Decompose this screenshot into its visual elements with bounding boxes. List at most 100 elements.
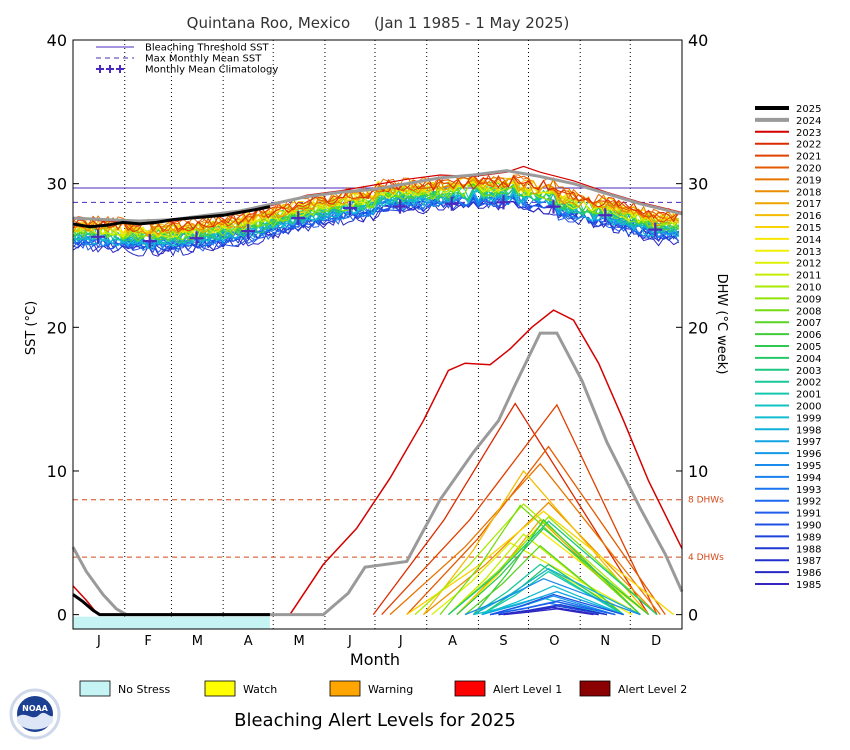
dhw-line-1999 — [481, 585, 624, 616]
dhw-line-2019 — [389, 462, 661, 616]
year-label: 1988 — [796, 544, 821, 555]
dhw-line-1991 — [489, 601, 616, 616]
month-tick-label: D — [651, 634, 661, 649]
dhw-line-2009 — [447, 515, 658, 616]
dhw-line-2003 — [447, 520, 658, 616]
year-label: 2003 — [796, 366, 821, 377]
year-label: 2017 — [796, 199, 821, 210]
plot-frame — [72, 39, 683, 630]
alert-swatch — [454, 680, 486, 697]
year-label: 1993 — [796, 485, 821, 496]
dhw-line-2016 — [422, 469, 650, 616]
y-tick-label-right: 30 — [688, 175, 708, 194]
year-label: 2010 — [796, 283, 821, 294]
dhw-line-1990 — [489, 593, 624, 616]
year-label: 1986 — [796, 568, 821, 579]
y-tick-label-right: 40 — [688, 31, 708, 50]
year-label: 2005 — [796, 342, 821, 353]
climatology-marker — [142, 234, 157, 249]
dhw-line-2006 — [472, 518, 641, 616]
climatology-marker — [393, 199, 408, 214]
year-label: 1985 — [796, 580, 821, 591]
alert-label: Watch — [243, 683, 277, 696]
climatology-marker — [291, 211, 306, 226]
y-tick-label-right: 10 — [688, 462, 708, 481]
x-axis-label: Month — [350, 650, 400, 669]
year-label: 2012 — [796, 259, 821, 270]
year-label: 2009 — [796, 294, 821, 305]
month-tick-label: N — [600, 634, 610, 649]
dhw-line-2004 — [481, 563, 624, 616]
month-tick-label: J — [347, 634, 352, 649]
month-tick-label: O — [549, 634, 559, 649]
year-label: 2025 — [796, 104, 821, 115]
dhw-line-2018 — [422, 501, 658, 616]
alert-label: Alert Level 2 — [618, 683, 687, 696]
legend-plus-marker — [106, 65, 114, 73]
dhw-line-2025 — [72, 593, 270, 617]
dhw-line-1997 — [481, 590, 624, 616]
month-tick-label: S — [499, 634, 507, 649]
year-label: 2021 — [796, 152, 821, 163]
logo-wave — [17, 712, 53, 730]
year-label: 2016 — [796, 211, 821, 222]
alert-swatch — [79, 680, 111, 697]
year-label: 1991 — [796, 509, 821, 520]
year-label: 1990 — [796, 521, 821, 532]
year-label: 2014 — [796, 235, 821, 246]
year-label: 2020 — [796, 164, 821, 175]
year-legend: 2025202420232022202120202019201820172016… — [755, 104, 821, 591]
year-label: 2018 — [796, 187, 821, 198]
year-label: 1998 — [796, 425, 821, 436]
year-label: 1999 — [796, 413, 821, 424]
legend-label: Monthly Mean Climatology — [145, 65, 278, 76]
month-tick-label: A — [448, 634, 457, 649]
legend-plus-marker — [96, 65, 104, 73]
year-label: 2008 — [796, 306, 821, 317]
year-label: 2015 — [796, 223, 821, 234]
year-label: 1996 — [796, 449, 821, 460]
year-label: 2004 — [796, 354, 821, 365]
year-label: 2007 — [796, 318, 821, 329]
dhw-line-2021 — [381, 403, 658, 616]
dhw-line-2010 — [414, 503, 650, 616]
sst-line-1995 — [72, 191, 679, 252]
dhw-line-2024 — [71, 331, 684, 617]
year-label: 2002 — [796, 378, 821, 389]
year-label: 2013 — [796, 247, 821, 258]
climatology-marker — [648, 222, 663, 237]
alert-swatch — [329, 680, 361, 697]
y-tick-label-right: 0 — [688, 606, 698, 625]
dhw-ref-label: 4 DHWs — [688, 553, 724, 563]
legend-label: Max Monthly Mean SST — [145, 54, 262, 65]
y-axis-label-right: DHW (°C week) — [714, 274, 729, 375]
y-axis-label-left: SST (°C) — [24, 301, 39, 355]
alert-label: Alert Level 1 — [493, 683, 562, 696]
climatology-marker — [444, 196, 459, 211]
y-tick-label-left: 30 — [47, 175, 67, 194]
month-tick-label: J — [96, 634, 101, 649]
year-label: 2000 — [796, 402, 821, 413]
alert-bar — [73, 616, 270, 629]
dhw-line-2020 — [406, 445, 666, 616]
year-label: 2023 — [796, 128, 821, 139]
month-tick-label: J — [398, 634, 403, 649]
year-label: 1995 — [796, 461, 821, 472]
climatology-marker — [496, 195, 511, 210]
noaa-logo: NOAA — [9, 688, 61, 740]
year-label: 2001 — [796, 390, 821, 401]
dhw-ref-label: 8 DHWs — [688, 496, 724, 506]
year-label: 1987 — [796, 556, 821, 567]
year-label: 2011 — [796, 271, 821, 282]
y-tick-label-left: 20 — [47, 318, 67, 337]
year-label: 2022 — [796, 140, 821, 151]
alert-label: No Stress — [118, 683, 171, 696]
legend-plus-marker — [116, 65, 124, 73]
alert-swatch — [204, 680, 236, 697]
year-label: 1992 — [796, 497, 821, 508]
dhw-line-2015 — [406, 510, 675, 616]
plot-background — [73, 40, 682, 629]
year-label: 2019 — [796, 175, 821, 186]
